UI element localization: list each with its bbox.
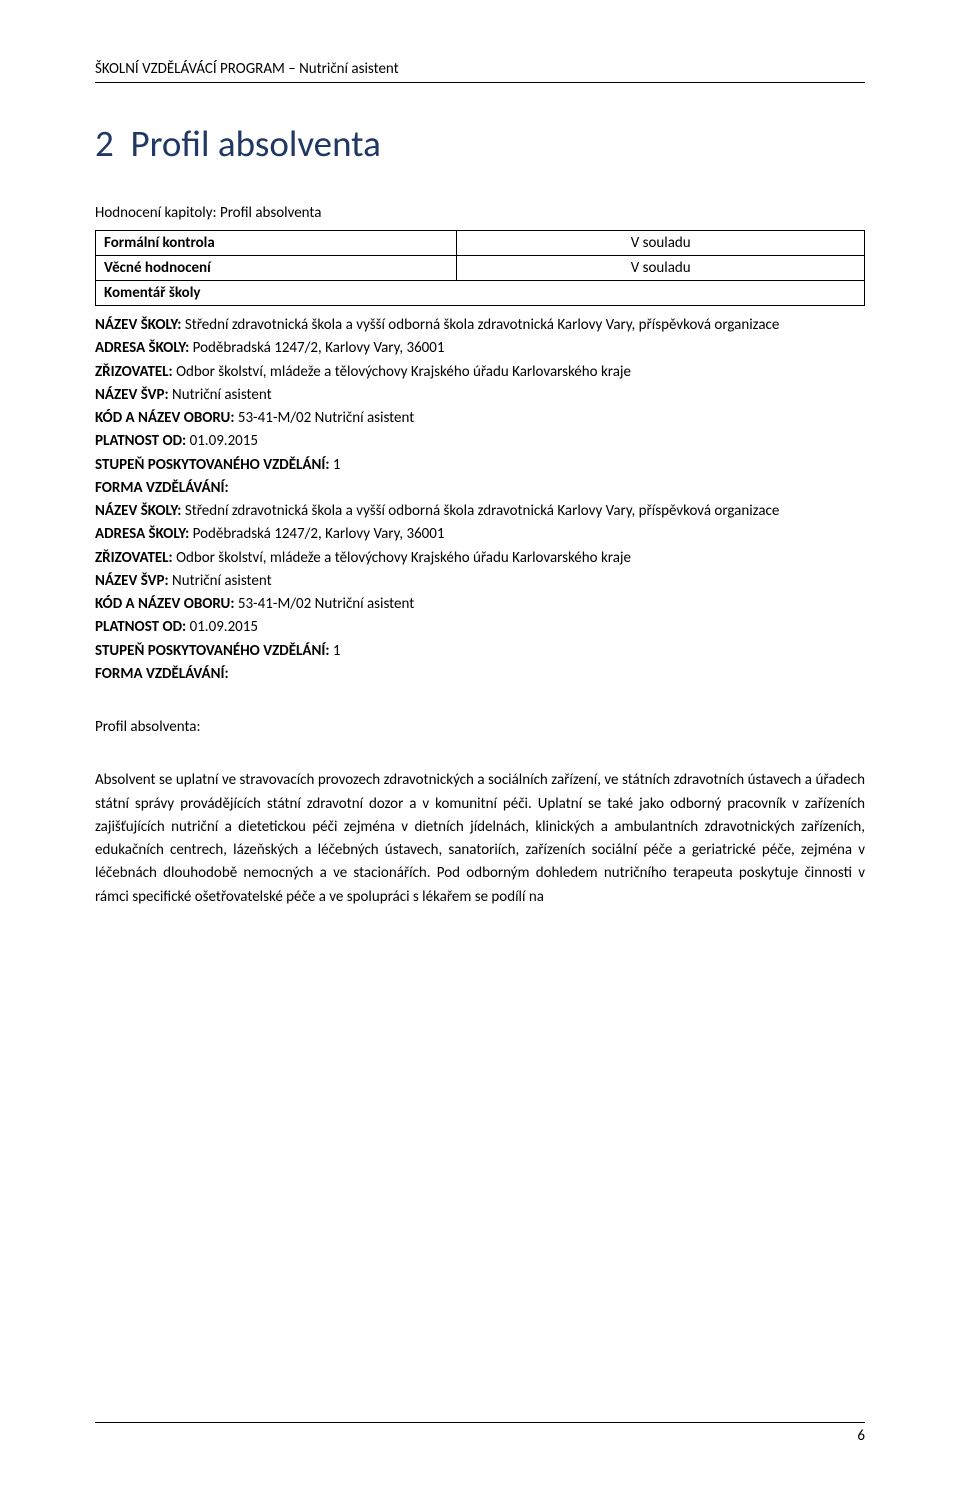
label-kod-obor: KÓD A NÁZEV OBORU: (95, 595, 234, 613)
info-block-2: NÁZEV ŠKOLY: Střední zdravotnická škola … (95, 500, 865, 686)
label-stupen: STUPEŇ POSKYTOVANÉHO VZDĚLÁNÍ: (95, 456, 329, 474)
assessment-label: Věcné hodnocení (96, 256, 457, 281)
table-row: Věcné hodnocení V souladu (96, 256, 865, 281)
text-nazev-svp: Nutriční asistent (169, 386, 272, 404)
document-page: ŠKOLNÍ VZDĚLÁVÁCÍ PROGRAM – Nutriční asi… (0, 0, 960, 1495)
label-kod-obor: KÓD A NÁZEV OBORU: (95, 409, 234, 427)
page-number: 6 (95, 1427, 865, 1445)
footer-divider (95, 1422, 865, 1423)
label-forma: FORMA VZDĚLÁVÁNÍ: (95, 479, 229, 497)
header-text: ŠKOLNÍ VZDĚLÁVÁCÍ PROGRAM – Nutriční asi… (95, 60, 865, 78)
label-stupen: STUPEŇ POSKYTOVANÉHO VZDĚLÁNÍ: (95, 642, 329, 660)
label-adresa: ADRESA ŠKOLY: (95, 525, 189, 543)
text-adresa: Poděbradská 1247/2, Karlovy Vary, 36001 (189, 525, 444, 543)
label-platnost: PLATNOST OD: (95, 432, 186, 450)
profile-paragraph: Absolvent se uplatní ve stravovacích pro… (95, 769, 865, 909)
assessment-value: V souladu (457, 231, 865, 256)
text-zrizovatel: Odbor školství, mládeže a tělovýchovy Kr… (173, 363, 631, 381)
section-title-text: Profil absolventa (131, 121, 381, 166)
profile-heading: Profil absolventa: (95, 716, 865, 739)
label-nazev-svp: NÁZEV ŠVP: (95, 386, 169, 404)
text-nazev-skoly: Střední zdravotnická škola a vyšší odbor… (181, 502, 779, 520)
komentar-label: Komentář školy (96, 281, 865, 306)
label-platnost: PLATNOST OD: (95, 618, 186, 636)
text-adresa: Poděbradská 1247/2, Karlovy Vary, 36001 (189, 339, 444, 357)
label-nazev-svp: NÁZEV ŠVP: (95, 572, 169, 590)
text-stupen: 1 (329, 642, 340, 660)
table-row-komentar: Komentář školy (96, 281, 865, 306)
text-stupen: 1 (329, 456, 340, 474)
text-zrizovatel: Odbor školství, mládeže a tělovýchovy Kr… (173, 549, 631, 567)
text-kod-obor: 53-41-M/02 Nutriční asistent (234, 409, 414, 427)
text-kod-obor: 53-41-M/02 Nutriční asistent (234, 595, 414, 613)
profile-paragraph-block: Absolvent se uplatní ve stravovacích pro… (95, 769, 865, 909)
assessment-label: Formální kontrola (96, 231, 457, 256)
label-nazev-skoly: NÁZEV ŠKOLY: (95, 316, 181, 334)
assessment-value: V souladu (457, 256, 865, 281)
label-forma: FORMA VZDĚLÁVÁNÍ: (95, 665, 229, 683)
text-platnost: 01.09.2015 (186, 618, 258, 636)
assessment-heading: Hodnocení kapitoly: Profil absolventa (95, 204, 865, 222)
label-zrizovatel: ZŘIZOVATEL: (95, 549, 173, 567)
header-divider (95, 82, 865, 83)
text-platnost: 01.09.2015 (186, 432, 258, 450)
section-number: 2 (95, 121, 114, 166)
text-nazev-svp: Nutriční asistent (169, 572, 272, 590)
page-footer: 6 (95, 1422, 865, 1445)
info-block-1: NÁZEV ŠKOLY: Střední zdravotnická škola … (95, 314, 865, 500)
label-adresa: ADRESA ŠKOLY: (95, 339, 189, 357)
text-nazev-skoly: Střední zdravotnická škola a vyšší odbor… (181, 316, 779, 334)
table-row: Formální kontrola V souladu (96, 231, 865, 256)
profile-section: Profil absolventa: (95, 716, 865, 739)
label-nazev-skoly: NÁZEV ŠKOLY: (95, 502, 181, 520)
label-zrizovatel: ZŘIZOVATEL: (95, 363, 173, 381)
assessment-table: Formální kontrola V souladu Věcné hodnoc… (95, 230, 865, 306)
section-title: 2 Profil absolventa (95, 121, 865, 166)
